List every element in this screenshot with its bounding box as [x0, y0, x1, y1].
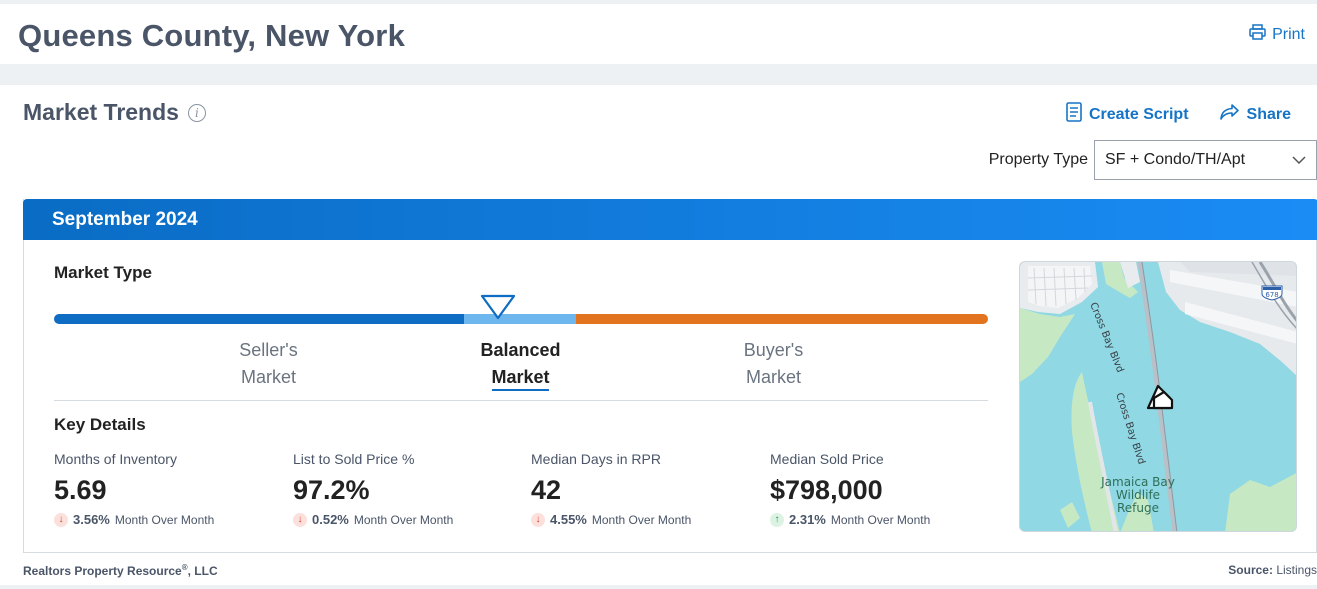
stat-label: Median Sold Price — [770, 451, 884, 467]
change-period: Month Over Month — [114, 512, 215, 527]
share-label: Share — [1246, 105, 1291, 123]
page-title: Queens County, New York — [18, 18, 406, 53]
balanced-market-label: Balanced Market — [458, 337, 583, 391]
arrow-down-icon: ↓ — [531, 512, 545, 527]
change-period: Month Over Month — [830, 512, 931, 527]
section-title: Market Trends i — [23, 99, 206, 126]
company-suffix: , LLC — [187, 564, 218, 578]
balanced-market-line1: Balanced — [480, 340, 561, 360]
property-type-label: Property Type — [988, 151, 1088, 168]
svg-text:Jamaica Bay: Jamaica Bay — [1100, 475, 1175, 489]
company-name: Realtors Property Resource — [23, 564, 182, 578]
stat-median-sold-price: Median Sold Price $798,000 ↑ 2.31% Month… — [770, 451, 1000, 527]
stat-list-to-sold: List to Sold Price % 97.2% ↓ 0.52% Month… — [293, 451, 523, 527]
stat-label: Months of Inventory — [54, 451, 177, 467]
change-value: 3.56% — [73, 512, 110, 527]
seller-market-label: Seller's Market — [206, 337, 331, 391]
create-script-label: Create Script — [1088, 105, 1189, 123]
share-button[interactable]: Share — [1219, 102, 1291, 127]
source-label: Source: — [1228, 563, 1273, 577]
gauge-seller-segment — [54, 314, 466, 324]
stat-value: 97.2% — [293, 475, 370, 505]
home-marker-icon — [1146, 384, 1174, 410]
svg-text:678: 678 — [1265, 291, 1278, 299]
stat-value: $798,000 — [770, 475, 883, 505]
gauge-buyer-segment — [576, 314, 988, 324]
seller-market-line2: Market — [240, 367, 296, 387]
change-value: 4.55% — [550, 512, 587, 527]
arrow-down-icon: ↓ — [54, 512, 68, 527]
create-script-button[interactable]: Create Script — [1066, 102, 1189, 127]
svg-text:Refuge: Refuge — [1117, 501, 1159, 515]
stat-change: ↓ 3.56% Month Over Month — [54, 512, 284, 527]
property-type-filter: Property Type SF + Condo/TH/Apt — [989, 140, 1317, 180]
company-credit: Realtors Property Resource®, LLC — [23, 563, 218, 578]
buyer-market-line1: Buyer's — [743, 340, 804, 360]
gauge-marker-icon — [480, 294, 516, 325]
stat-label: List to Sold Price % — [293, 451, 415, 467]
location-map[interactable]: 678 Cross Bay Blvd Cross Bay Blvd Jamaic… — [1019, 261, 1297, 532]
stat-months-of-inventory: Months of Inventory 5.69 ↓ 3.56% Month O… — [54, 451, 284, 527]
active-market-underline — [492, 389, 549, 391]
seller-market-line1: Seller's — [239, 340, 298, 360]
print-label: Print — [1272, 25, 1305, 43]
stat-label: Median Days in RPR — [531, 451, 661, 467]
source-credit: Source: Listings — [1228, 563, 1317, 577]
month-header: September 2024 — [23, 199, 1317, 240]
stat-change: ↑ 2.31% Month Over Month — [770, 512, 1000, 527]
stat-value: 5.69 — [54, 475, 107, 505]
property-type-value: SF + Condo/TH/Apt — [1105, 151, 1246, 168]
stat-median-days: Median Days in RPR 42 ↓ 4.55% Month Over… — [531, 451, 761, 527]
property-type-select[interactable]: SF + Condo/TH/Apt — [1094, 140, 1317, 180]
change-value: 0.52% — [312, 512, 349, 527]
change-period: Month Over Month — [591, 512, 692, 527]
card-actions: Create Script Share — [1066, 102, 1291, 127]
share-icon — [1219, 103, 1240, 126]
registered-mark: ® — [181, 563, 188, 572]
buyer-market-line2: Market — [745, 367, 801, 387]
stat-value: 42 — [531, 475, 562, 505]
buyer-market-label: Buyer's Market — [711, 337, 836, 391]
month-label: September 2024 — [52, 209, 198, 230]
chevron-down-icon — [1292, 151, 1306, 169]
balanced-market-line2: Market — [491, 367, 550, 387]
page-header: Queens County, New York Print — [0, 4, 1317, 64]
gauge-balanced-segment — [464, 314, 578, 324]
arrow-up-icon: ↑ — [770, 512, 784, 527]
info-icon[interactable]: i — [187, 103, 206, 122]
source-value: Listings — [1276, 563, 1317, 577]
market-trends-title: Market Trends — [23, 99, 179, 125]
print-button[interactable]: Print — [1249, 24, 1305, 45]
divider — [54, 400, 988, 401]
printer-icon — [1249, 24, 1266, 45]
stat-change: ↓ 4.55% Month Over Month — [531, 512, 761, 527]
svg-text:Wildlife: Wildlife — [1116, 488, 1160, 502]
highway-shield-icon: 678 — [1261, 285, 1283, 301]
month-panel: September 2024 Market Type Seller's Mark… — [23, 199, 1317, 553]
key-details-heading: Key Details — [54, 415, 146, 434]
stat-change: ↓ 0.52% Month Over Month — [293, 512, 523, 527]
market-trends-card: Market Trends i Create Script Share — [0, 85, 1317, 585]
arrow-down-icon: ↓ — [293, 512, 307, 527]
market-type-heading: Market Type — [54, 263, 152, 282]
market-type-gauge — [54, 314, 988, 324]
change-value: 2.31% — [789, 512, 826, 527]
change-period: Month Over Month — [353, 512, 454, 527]
document-icon — [1066, 102, 1082, 127]
